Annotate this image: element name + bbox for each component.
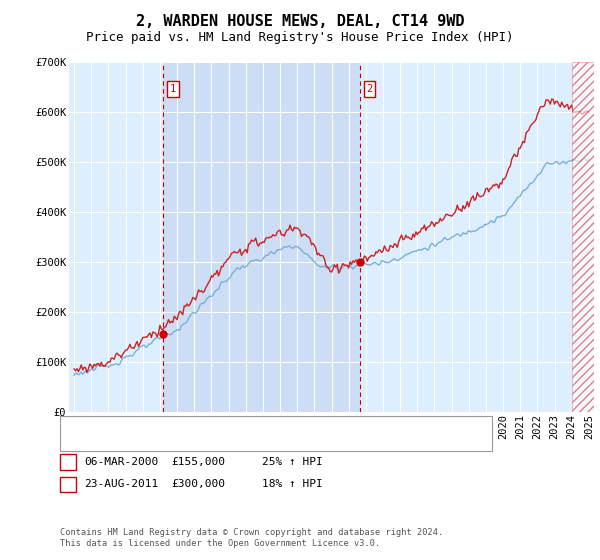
Text: £300,000: £300,000 <box>172 479 226 489</box>
Text: HPI: Average price, detached house, Dover: HPI: Average price, detached house, Dove… <box>105 437 361 447</box>
Text: 2: 2 <box>64 479 71 489</box>
Text: 18% ↑ HPI: 18% ↑ HPI <box>262 479 322 489</box>
Text: 2: 2 <box>367 84 373 94</box>
Text: 1: 1 <box>170 84 176 94</box>
Text: 06-MAR-2000: 06-MAR-2000 <box>85 457 159 467</box>
Text: £155,000: £155,000 <box>172 457 226 467</box>
Text: 2, WARDEN HOUSE MEWS, DEAL, CT14 9WD: 2, WARDEN HOUSE MEWS, DEAL, CT14 9WD <box>136 14 464 29</box>
Text: 1: 1 <box>64 457 71 467</box>
Text: 25% ↑ HPI: 25% ↑ HPI <box>262 457 322 467</box>
Text: 23-AUG-2011: 23-AUG-2011 <box>85 479 159 489</box>
Text: 2, WARDEN HOUSE MEWS, DEAL, CT14 9WD (detached house): 2, WARDEN HOUSE MEWS, DEAL, CT14 9WD (de… <box>105 421 436 431</box>
Bar <box>163 62 359 412</box>
Text: Contains HM Land Registry data © Crown copyright and database right 2024.
This d: Contains HM Land Registry data © Crown c… <box>60 528 443 548</box>
Text: Price paid vs. HM Land Registry's House Price Index (HPI): Price paid vs. HM Land Registry's House … <box>86 31 514 44</box>
